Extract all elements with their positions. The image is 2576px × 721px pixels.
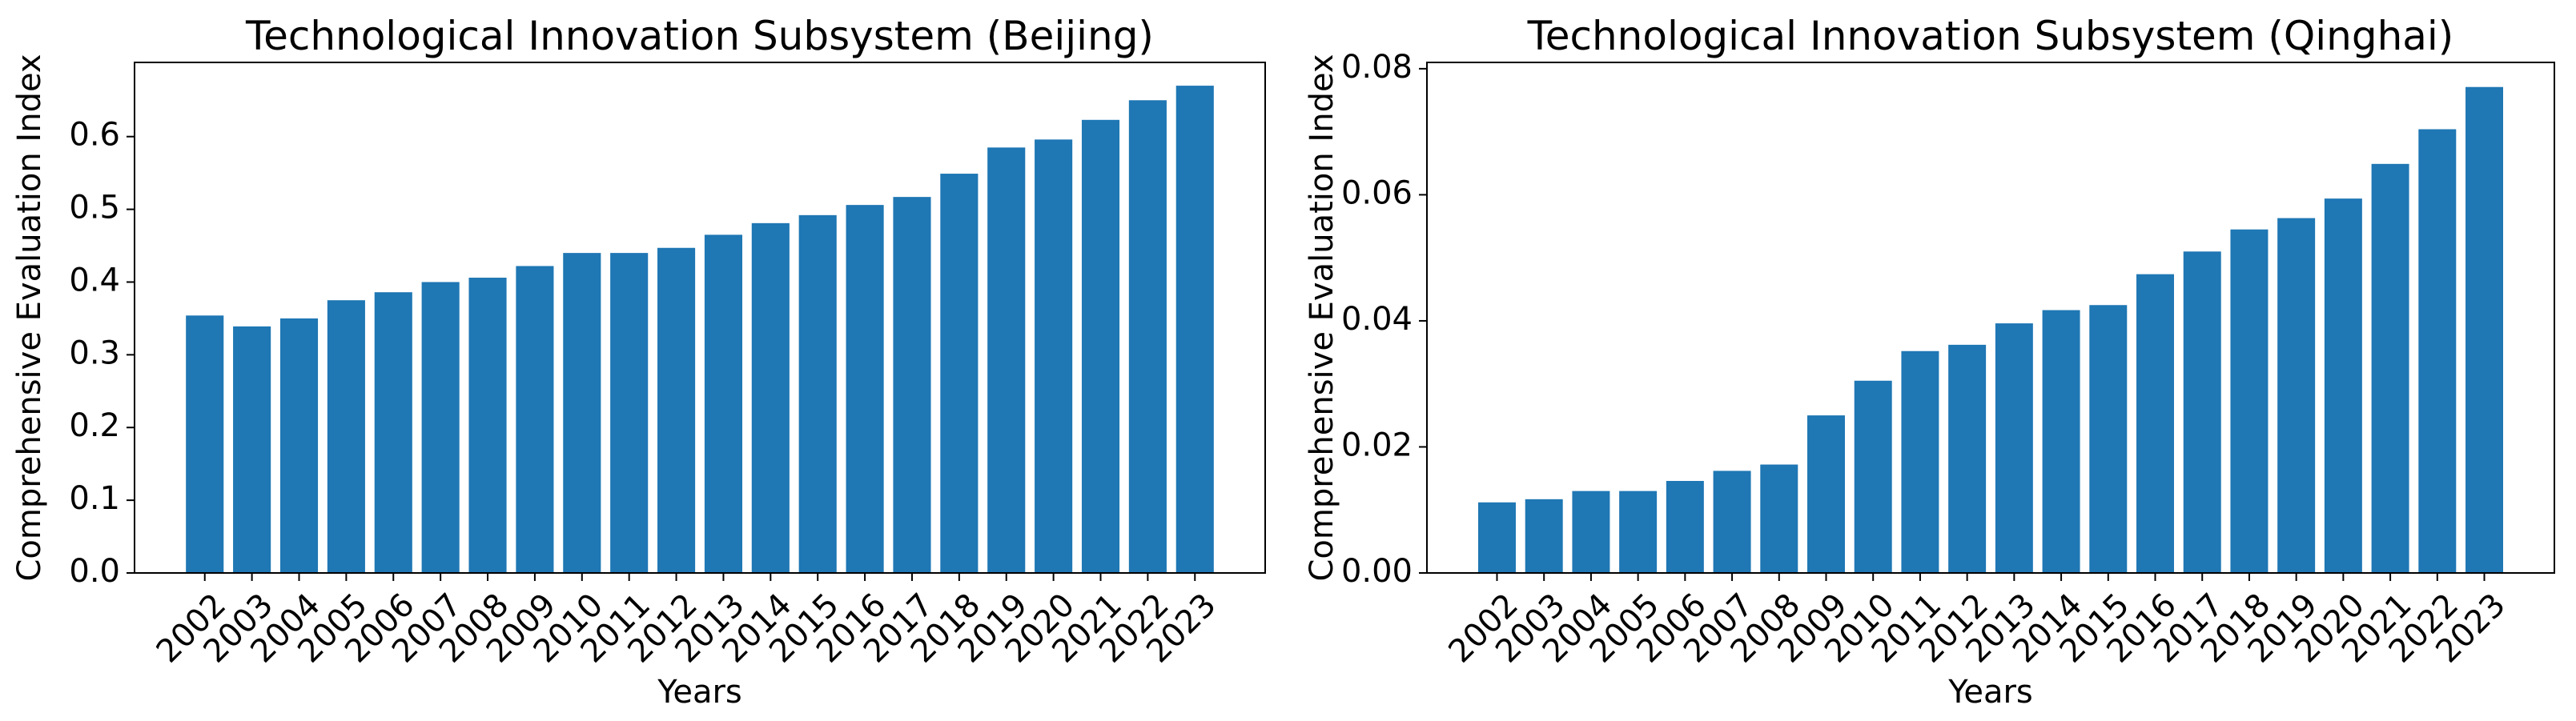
y-axis-label: Comprehensive Evaluation Index	[11, 54, 48, 581]
x-axis-label: Years	[657, 674, 742, 711]
bar	[2277, 218, 2316, 573]
y-tick-label: 0.0	[69, 553, 120, 590]
bar	[1901, 350, 1939, 573]
bar	[893, 197, 931, 573]
bar	[940, 174, 979, 574]
y-tick-label: 0.08	[1341, 49, 1413, 86]
bar	[2465, 86, 2503, 574]
bar	[563, 253, 601, 573]
bar	[1666, 481, 1704, 573]
bar	[2089, 305, 2128, 573]
bar	[1128, 100, 1167, 573]
bar	[1525, 499, 1563, 573]
bar	[987, 147, 1026, 574]
bar	[1175, 86, 1214, 573]
bar	[2042, 310, 2080, 573]
y-tick-label: 0.02	[1341, 427, 1413, 463]
bar	[1081, 119, 1120, 573]
bar	[468, 278, 507, 573]
x-axis-label: Years	[1947, 674, 2033, 711]
y-tick-label: 0.1	[69, 480, 120, 517]
bar	[279, 318, 319, 573]
bar	[2136, 274, 2174, 573]
bar	[2324, 198, 2362, 573]
bar	[516, 266, 554, 573]
y-tick-label: 0.2	[69, 407, 120, 444]
chart-title: Technological Innovation Subsystem (Beij…	[245, 13, 1154, 59]
bar	[751, 222, 790, 573]
bar	[421, 282, 460, 573]
bar	[1760, 464, 1798, 573]
bar	[1572, 491, 1610, 573]
bar	[1619, 491, 1658, 573]
bar	[2230, 229, 2269, 573]
y-tick-label: 0.3	[69, 334, 120, 371]
y-tick-label: 0.5	[69, 190, 120, 226]
y-tick-label: 0.4	[69, 262, 120, 298]
bar	[233, 326, 271, 573]
y-tick-label: 0.04	[1341, 301, 1413, 338]
bar	[186, 315, 224, 573]
bar	[327, 300, 365, 573]
bar	[1713, 471, 1751, 573]
y-tick-label: 0.00	[1341, 553, 1413, 590]
axes-frame	[1426, 62, 2555, 574]
bar	[1807, 415, 1845, 573]
y-tick-label: 0.06	[1341, 174, 1413, 211]
chart-title: Technological Innovation Subsystem (Qing…	[1527, 13, 2454, 59]
bar	[846, 205, 884, 573]
y-axis-label: Comprehensive Evaluation Index	[1304, 54, 1340, 581]
bar	[704, 234, 742, 573]
bar	[657, 247, 696, 573]
bar	[2183, 251, 2221, 573]
bar	[1995, 323, 2033, 573]
bar	[1854, 380, 1892, 573]
y-tick-label: 0.6	[69, 117, 120, 154]
bar	[2371, 163, 2409, 573]
axes-frame	[134, 62, 1266, 574]
bar	[1035, 139, 1073, 573]
bar	[374, 292, 412, 573]
bar	[1478, 502, 1516, 573]
bar	[610, 253, 649, 573]
bar	[1948, 344, 1987, 573]
bar	[2418, 129, 2457, 574]
bar	[798, 214, 837, 573]
